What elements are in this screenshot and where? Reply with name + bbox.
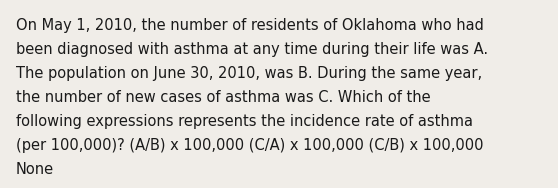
Text: The population on June 30, 2010, was B. During the same year,: The population on June 30, 2010, was B. … xyxy=(16,66,482,81)
Text: (per 100,000)? (A/B) x 100,000 (C/A) x 100,000 (C/B) x 100,000: (per 100,000)? (A/B) x 100,000 (C/A) x 1… xyxy=(16,138,483,153)
Text: been diagnosed with asthma at any time during their life was A.: been diagnosed with asthma at any time d… xyxy=(16,42,488,57)
Text: following expressions represents the incidence rate of asthma: following expressions represents the inc… xyxy=(16,114,473,129)
Text: On May 1, 2010, the number of residents of Oklahoma who had: On May 1, 2010, the number of residents … xyxy=(16,18,483,33)
Text: the number of new cases of asthma was C. Which of the: the number of new cases of asthma was C.… xyxy=(16,90,430,105)
Text: None: None xyxy=(16,162,54,177)
